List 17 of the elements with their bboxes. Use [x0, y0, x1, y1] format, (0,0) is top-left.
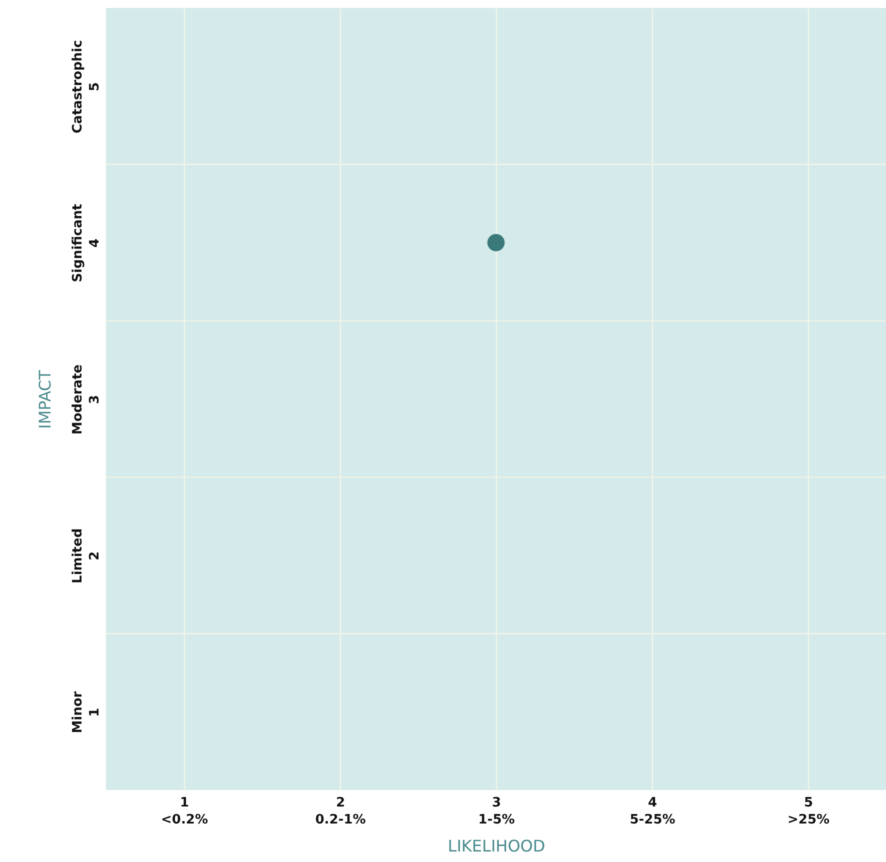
y-tick-label: 4 — [88, 238, 102, 248]
x-tick-label: 1 <0.2% — [161, 796, 208, 828]
text: Minor — [70, 690, 86, 734]
text: Moderate — [70, 364, 86, 435]
y-tick-label: 5 — [88, 82, 102, 92]
x-tick-label: 2 0.2-1% — [315, 796, 366, 828]
text: Limited — [70, 528, 86, 584]
text: Significant — [70, 204, 86, 282]
y-tick-label: 3 — [88, 394, 102, 404]
y-axis-title: IMPACT — [36, 370, 54, 429]
y-tick-label: 1 — [88, 708, 102, 717]
x-tick-label: 5 >25% — [787, 796, 830, 828]
x-tick-label: 3 1-5% — [478, 796, 515, 828]
text: Catastrophic — [70, 40, 86, 134]
x-axis-title: LIKELIHOOD — [448, 836, 546, 856]
x-tick-label: 4 5-25% — [630, 796, 676, 828]
y-tick-label: 2 — [88, 551, 102, 560]
